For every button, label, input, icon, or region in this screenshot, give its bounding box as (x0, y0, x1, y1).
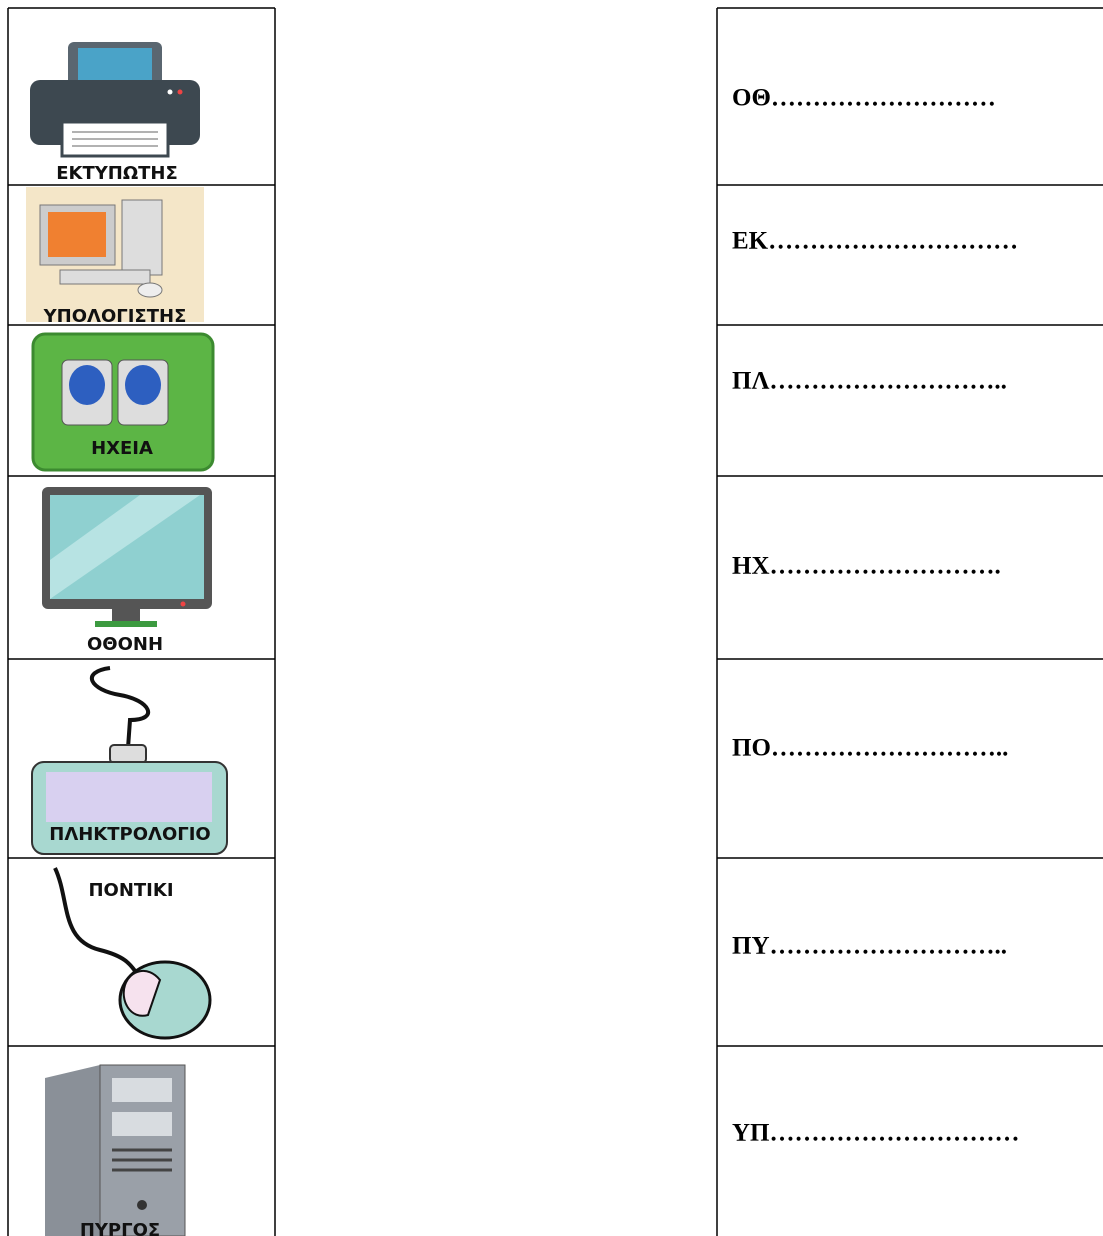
mouse-icon (53, 867, 212, 1040)
item-label: ΥΠΟΛΟΓΙΣΤΗΣ (43, 306, 187, 327)
printer-icon (30, 42, 200, 158)
fill-in-prompt: ΠΛ……………………….. (732, 368, 1007, 395)
fill-in-prompt: ΠΥ……………………….. (732, 933, 1007, 960)
item-label: ΠΛΗΚΤΡΟΛΟΓΙΟ (49, 824, 210, 845)
keyboard-icon (31, 666, 228, 855)
monitor-icon (42, 487, 212, 627)
fill-in-prompt: ΥΠ………………………… (732, 1120, 1020, 1147)
right-table (716, 7, 1103, 1236)
computer-icon (26, 187, 204, 322)
fill-in-prompt: ΕΚ………………………… (732, 228, 1018, 255)
item-label: ΠΥΡΓΟΣ (80, 1220, 160, 1236)
fill-in-prompt: ΗΧ………………………. (732, 553, 1001, 580)
fill-in-prompt: ΠΟ……………………….. (732, 735, 1008, 762)
item-label: ΟΘΟΝΗ (87, 634, 163, 655)
item-label: ΠΟΝΤΙΚΙ (88, 880, 173, 901)
speakers-icon (31, 332, 215, 472)
fill-in-prompt: ΟΘ……………………… (732, 85, 996, 112)
left-table (7, 7, 276, 1236)
tower-icon (45, 1064, 186, 1236)
item-label: ΗΧΕΙΑ (91, 438, 153, 459)
item-label: ΕΚΤΥΠΩΤΗΣ (56, 163, 178, 184)
